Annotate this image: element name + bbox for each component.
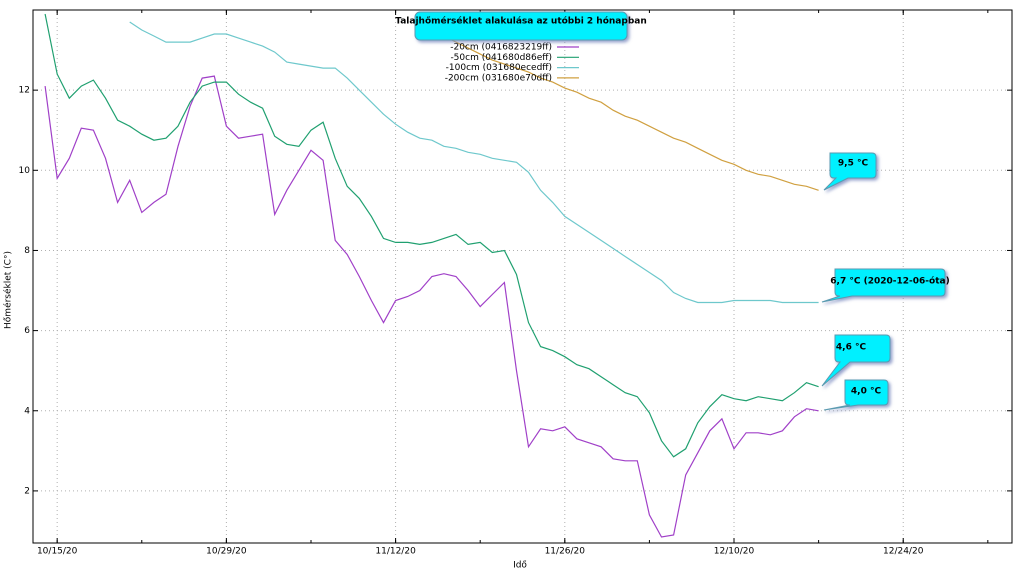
callout-bg xyxy=(823,152,877,191)
y-tick-label: 10 xyxy=(19,166,31,176)
series-line xyxy=(44,13,819,458)
y-tick-label: 12 xyxy=(19,86,30,96)
series-line xyxy=(44,75,819,538)
legend-label: -50cm (041680d86eff) xyxy=(450,53,552,63)
y-axis-label: Hőmérséklet (C°) xyxy=(3,251,14,329)
callout xyxy=(823,379,889,411)
grid xyxy=(33,10,1012,543)
plot-lines xyxy=(44,13,819,538)
x-axis-label: Idő xyxy=(513,561,527,571)
x-tick-label: 11/26/20 xyxy=(545,547,586,557)
ticks: 2 4 6 8 10 12 10/15/20 10/29/20 11/12/20 11/26/20… xyxy=(19,10,1012,557)
x-tick-label: 12/10/20 xyxy=(714,547,755,557)
y-tick-label: 6 xyxy=(24,326,30,336)
callout-bg xyxy=(821,334,891,387)
chart-title: Talajhőmérséklet alakulása az utóbbi 2 h… xyxy=(395,16,647,27)
legend-label: -20cm (0416823219ff) xyxy=(450,43,552,53)
legend: -20cm (0416823219ff)-50cm (041680d86eff)… xyxy=(445,43,579,83)
plot-border xyxy=(32,9,1013,544)
callout-text: 4,0 °C xyxy=(851,387,882,397)
callout-bg xyxy=(821,268,946,303)
y-tick-label: 2 xyxy=(24,486,30,496)
y-tick-label: 8 xyxy=(24,246,30,256)
callout xyxy=(821,268,946,303)
callout xyxy=(823,152,877,191)
x-tick-label: 10/29/20 xyxy=(206,547,247,557)
callout-text: 6,7 °C (2020-12-06-óta) xyxy=(830,276,949,287)
legend-label: -100cm (031680ecedff) xyxy=(446,63,552,73)
title-box xyxy=(414,11,628,41)
x-tick-label: 11/12/20 xyxy=(375,547,416,557)
x-tick-label: 10/15/20 xyxy=(37,547,78,557)
series-line xyxy=(129,21,819,304)
callout-text: 9,5 °C xyxy=(838,159,869,169)
x-tick-label: 12/24/20 xyxy=(883,547,924,557)
callout-bg xyxy=(823,379,889,411)
callout xyxy=(821,334,891,387)
callout-text: 4,6 °C xyxy=(836,343,867,353)
legend-label: -200cm (031680e70dff) xyxy=(445,73,552,83)
y-tick-label: 4 xyxy=(24,406,30,416)
title-bg xyxy=(414,11,628,41)
series-line xyxy=(443,35,819,191)
